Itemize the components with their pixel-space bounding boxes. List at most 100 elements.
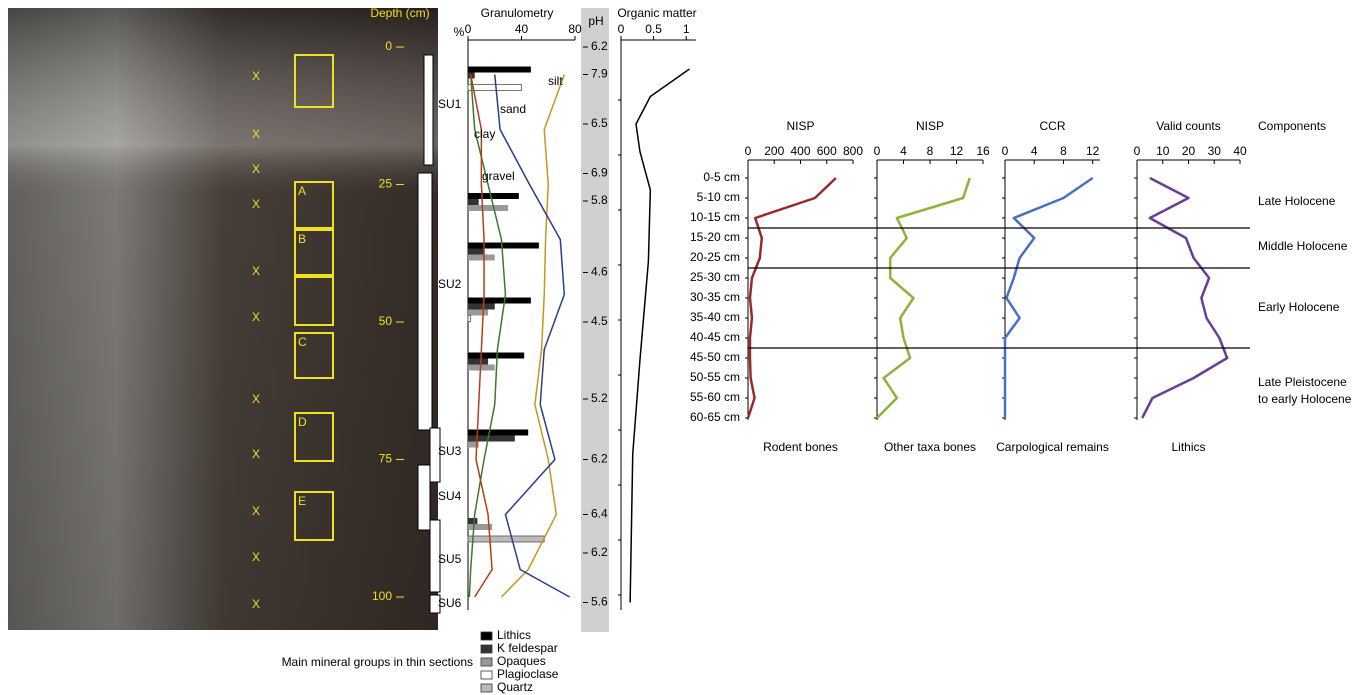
depth-tick-label: 50 bbox=[379, 314, 393, 328]
bar bbox=[467, 535, 545, 543]
x-tick-label: 400 bbox=[790, 144, 810, 158]
y-tick-label: 0-5 cm bbox=[703, 170, 740, 184]
thin-section-label: E bbox=[298, 494, 306, 508]
x-tick-label: 0 bbox=[465, 22, 472, 36]
thin-section-label: B bbox=[298, 232, 306, 246]
y-tick-label: 35-40 cm bbox=[690, 310, 740, 324]
bar bbox=[468, 66, 531, 73]
x-tick-label: 16 bbox=[976, 144, 990, 158]
x-tick-label: 200 bbox=[764, 144, 784, 158]
thin-section-label: A bbox=[298, 184, 306, 198]
thin-section-label: C bbox=[298, 335, 307, 349]
x-tick-label: 80 bbox=[568, 22, 582, 36]
chart-title: CCR bbox=[1040, 119, 1066, 133]
x-tick-label: 20 bbox=[1182, 144, 1196, 158]
bar bbox=[468, 429, 529, 436]
ph-value: 7.9 bbox=[591, 67, 608, 81]
curve-label: silt bbox=[548, 74, 563, 88]
y-tick-label: 20-25 cm bbox=[690, 250, 740, 264]
bar bbox=[468, 199, 479, 205]
chart-title: Valid counts bbox=[1156, 119, 1220, 133]
unit-label: SU3 bbox=[438, 444, 462, 458]
curve bbox=[500, 74, 566, 598]
x-tick-label: 1 bbox=[683, 22, 690, 36]
legend-label: Quartz bbox=[497, 680, 533, 694]
x-tick-label: 0 bbox=[618, 22, 625, 36]
line bbox=[1141, 176, 1229, 419]
thin-section-box bbox=[294, 332, 334, 379]
bar bbox=[468, 242, 539, 249]
y-tick-label: 60-65 cm bbox=[690, 410, 740, 424]
legend-swatch bbox=[480, 644, 493, 654]
x-tick-label: 12 bbox=[950, 144, 964, 158]
sample-marker: X bbox=[252, 310, 260, 324]
ph-value: 6.2 bbox=[591, 39, 608, 53]
period-label: Middle Holocene bbox=[1258, 239, 1348, 253]
x-tick-label: 4 bbox=[900, 144, 907, 158]
x-tick-label: 0 bbox=[1134, 144, 1141, 158]
stratigraphic-column bbox=[417, 54, 441, 614]
curve bbox=[629, 68, 690, 603]
curve bbox=[468, 74, 507, 598]
sample-marker: X bbox=[252, 264, 260, 278]
line bbox=[1003, 176, 1094, 418]
x-tick-label: 8 bbox=[927, 144, 934, 158]
thin-section-box bbox=[294, 276, 334, 326]
ph-value: 6.5 bbox=[591, 116, 608, 130]
thin-section-box bbox=[294, 181, 334, 229]
legend-swatch bbox=[480, 631, 493, 641]
ph-value: 5.6 bbox=[591, 595, 608, 609]
thin-section-label: D bbox=[298, 415, 307, 429]
y-tick-label: 50-55 cm bbox=[690, 370, 740, 384]
period-label: to early Holocene bbox=[1258, 392, 1352, 406]
ph-band bbox=[581, 8, 609, 632]
x-tick-label: 600 bbox=[817, 144, 837, 158]
ph-value: 6.2 bbox=[591, 452, 608, 466]
sample-marker: X bbox=[252, 597, 260, 611]
ph-value: 4.6 bbox=[591, 265, 608, 279]
bar bbox=[468, 435, 515, 442]
chart-title: pH bbox=[588, 14, 603, 28]
curve-label: gravel bbox=[482, 169, 515, 183]
period-label: Late Holocene bbox=[1258, 194, 1336, 208]
y-tick-label: 55-60 cm bbox=[690, 390, 740, 404]
x-tick-label: 40 bbox=[1233, 144, 1247, 158]
y-tick-label: 15-20 cm bbox=[690, 230, 740, 244]
depth-tick-label: 75 bbox=[379, 452, 393, 466]
unit-label: SU1 bbox=[438, 97, 462, 111]
thin-section-box bbox=[294, 54, 334, 108]
thin-section-box bbox=[294, 412, 334, 462]
axis-label: Carpological remains bbox=[996, 440, 1109, 454]
legend-label: Plagioclase bbox=[497, 667, 559, 681]
axis-label: Rodent bones bbox=[763, 440, 838, 454]
curve-label: clay bbox=[474, 127, 495, 141]
period-label: Early Holocene bbox=[1258, 300, 1340, 314]
legend-swatch bbox=[480, 670, 493, 680]
y-tick-label: 25-30 cm bbox=[690, 270, 740, 284]
x-tick-label: 0.5 bbox=[645, 22, 662, 36]
bar bbox=[468, 352, 525, 359]
sample-marker: X bbox=[252, 69, 260, 83]
bar bbox=[467, 315, 472, 322]
bar bbox=[468, 297, 531, 304]
sample-marker: X bbox=[252, 127, 260, 141]
bar bbox=[468, 205, 509, 211]
ph-value: 6.2 bbox=[591, 545, 608, 559]
ph-value: 4.5 bbox=[591, 314, 608, 328]
y-tick-label: 40-45 cm bbox=[690, 330, 740, 344]
x-tick-label: 800 bbox=[843, 144, 863, 158]
ph-value: 5.2 bbox=[591, 391, 608, 405]
bar bbox=[468, 254, 495, 261]
unit-label: SU4 bbox=[438, 489, 462, 503]
sample-marker: X bbox=[252, 392, 260, 406]
y-tick-label: 10-15 cm bbox=[690, 210, 740, 224]
legend-swatch bbox=[480, 657, 493, 667]
x-tick-label: 40 bbox=[515, 22, 529, 36]
depth-tick-label: 100 bbox=[372, 589, 392, 603]
x-tick-label: 10 bbox=[1156, 144, 1170, 158]
x-tick-label: 0 bbox=[1002, 144, 1009, 158]
bar bbox=[467, 84, 522, 91]
depth-title: Depth (cm) bbox=[370, 6, 429, 20]
unit-label: SU5 bbox=[438, 552, 462, 566]
